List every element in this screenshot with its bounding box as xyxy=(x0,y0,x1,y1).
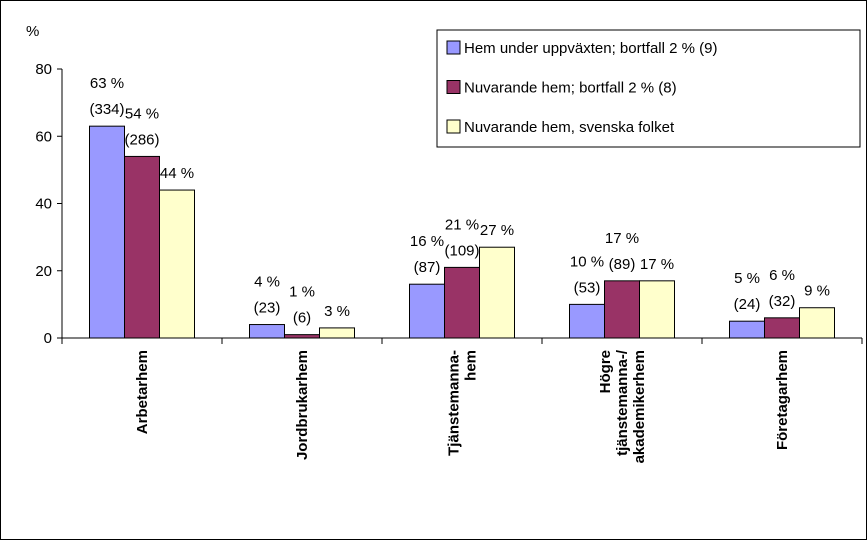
value-label: 6 % (32) xyxy=(769,267,796,310)
legend-label: Nuvarande hem; bortfall 2 % (8) xyxy=(464,80,677,97)
x-tick-label: Arbetarhem xyxy=(134,350,151,434)
y-tick-label: 20 xyxy=(35,263,52,280)
value-label: 9 % xyxy=(804,283,830,300)
value-label: 27 % xyxy=(480,222,514,239)
bar xyxy=(284,334,320,339)
bar xyxy=(409,283,445,339)
legend-swatch xyxy=(446,119,461,134)
legend-label: Nuvarande hem, svenska folket xyxy=(464,119,675,136)
bar xyxy=(729,320,765,339)
legend-label: Hem under uppväxten; bortfall 2 % (9) xyxy=(464,40,717,57)
y-axis-label: % xyxy=(26,23,39,40)
value-label: 17 % (89) xyxy=(605,230,639,273)
bar xyxy=(124,155,160,339)
x-tick-label: Högretjänstemanna-/akademikerhem xyxy=(597,349,648,463)
value-label: 3 % xyxy=(324,303,350,320)
value-label: 17 % xyxy=(640,256,674,273)
bar xyxy=(639,280,675,339)
value-label: 54 % (286) xyxy=(124,105,159,148)
bar xyxy=(799,307,835,339)
bar xyxy=(764,317,800,339)
bar xyxy=(159,189,195,339)
x-tick-label: Jordbrukarhem xyxy=(294,350,311,460)
legend-swatch xyxy=(446,80,461,94)
bar xyxy=(249,324,285,339)
legend-box xyxy=(436,29,861,148)
bar xyxy=(319,327,355,339)
bar xyxy=(89,125,125,339)
value-label: 63 % (334) xyxy=(89,75,124,118)
bar xyxy=(444,266,480,339)
y-tick-label: 40 xyxy=(35,196,52,213)
bar xyxy=(569,303,605,339)
y-tick-label: 60 xyxy=(35,128,52,145)
bar xyxy=(479,246,515,339)
value-label: 4 % (23) xyxy=(254,274,281,317)
x-tick-label: Företagarhem xyxy=(774,350,791,450)
value-label: 1 % (6) xyxy=(289,284,315,327)
x-tick-label: Tjänstemanna-hem xyxy=(446,350,480,456)
legend-swatch xyxy=(446,40,461,55)
value-label: 5 % (24) xyxy=(734,270,761,313)
value-label: 21 % (109) xyxy=(444,216,479,259)
value-label: 10 % (53) xyxy=(570,253,604,296)
y-tick-label: 0 xyxy=(44,330,52,347)
value-label: 44 % xyxy=(160,165,194,182)
value-label: 16 % (87) xyxy=(410,233,444,276)
y-tick-label: 80 xyxy=(35,61,52,78)
bar xyxy=(604,280,640,339)
